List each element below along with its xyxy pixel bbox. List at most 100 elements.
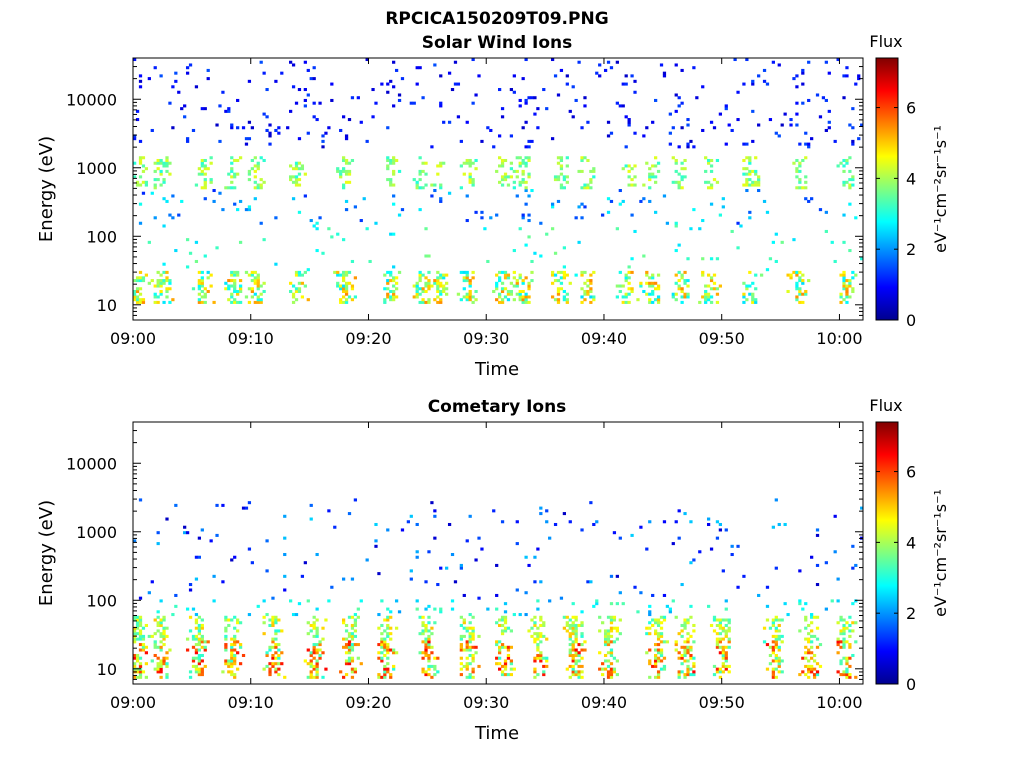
heatmap-cell	[350, 284, 355, 288]
heatmap-cell	[159, 670, 163, 674]
heatmap-cell	[233, 287, 237, 291]
heatmap-cell	[680, 126, 684, 130]
heatmap-cell	[203, 186, 207, 190]
heatmap-cell	[521, 126, 525, 130]
heatmap-cell	[589, 580, 593, 584]
heatmap-cell	[318, 101, 322, 105]
heatmap-cell	[247, 273, 252, 277]
heatmap-cell	[495, 607, 499, 611]
heatmap-cell	[656, 300, 661, 304]
heatmap-cell	[601, 673, 605, 677]
heatmap-cell	[709, 300, 714, 304]
heatmap-cell	[483, 227, 487, 231]
heatmap-cell	[698, 550, 702, 554]
heatmap-cell	[174, 593, 178, 597]
heatmap-cell	[297, 210, 302, 214]
heatmap-cell	[353, 670, 358, 674]
heatmap-cell	[580, 273, 584, 277]
heatmap-cell	[227, 287, 231, 291]
heatmap-cell	[171, 298, 175, 302]
heatmap-cell	[654, 281, 658, 285]
heatmap-cell	[706, 161, 711, 165]
heatmap-cell	[471, 276, 475, 280]
heatmap-cell	[777, 662, 781, 666]
heatmap-cell	[712, 664, 717, 668]
heatmap-cell	[133, 298, 137, 302]
heatmap-cell	[550, 270, 555, 274]
heatmap-cell	[471, 295, 475, 299]
heatmap-cell	[424, 651, 428, 655]
heatmap-cell	[165, 156, 169, 160]
heatmap-cell	[138, 287, 143, 291]
heatmap-cell	[144, 167, 149, 171]
heatmap-cell	[386, 281, 390, 285]
heatmap-cell	[815, 533, 820, 537]
heatmap-cell	[392, 60, 396, 64]
heatmap-cell	[445, 292, 449, 296]
heatmap-cell	[397, 98, 402, 102]
heatmap-cell	[500, 670, 505, 674]
heatmap-cell	[200, 634, 204, 638]
heatmap-cell	[774, 637, 778, 641]
heatmap-cell	[503, 667, 508, 671]
heatmap-cell	[842, 183, 846, 187]
heatmap-cell	[683, 512, 687, 516]
heatmap-cell	[392, 202, 396, 206]
heatmap-cell	[383, 640, 387, 644]
heatmap-cell	[230, 279, 234, 283]
heatmap-cell	[659, 659, 664, 663]
heatmap-cell	[815, 645, 820, 649]
heatmap-cell	[848, 249, 852, 253]
heatmap-cell	[138, 79, 143, 83]
heatmap-cell	[559, 164, 564, 168]
heatmap-cell	[807, 98, 811, 102]
heatmap-cell	[135, 109, 140, 113]
heatmap-cell	[227, 618, 231, 622]
heatmap-cell	[442, 120, 446, 124]
heatmap-cell	[309, 517, 313, 521]
heatmap-cell	[674, 158, 678, 163]
heatmap-cell	[141, 643, 146, 647]
heatmap-cell	[721, 656, 725, 660]
heatmap-cell	[615, 574, 619, 578]
heatmap-cell	[559, 183, 564, 187]
heatmap-cell	[177, 90, 181, 94]
heatmap-cell	[677, 287, 681, 291]
heatmap-cell	[168, 287, 172, 291]
heatmap-cell	[300, 164, 305, 168]
heatmap-cell	[459, 673, 463, 677]
heatmap-cell	[194, 613, 199, 617]
heatmap-cell	[565, 621, 569, 625]
heatmap-cell	[159, 618, 163, 622]
heatmap-cell	[724, 629, 728, 633]
heatmap-cell	[751, 82, 755, 86]
heatmap-cell	[754, 180, 758, 184]
heatmap-cell	[742, 281, 746, 285]
heatmap-cell	[162, 281, 166, 285]
heatmap-cell	[418, 632, 422, 636]
heatmap-cell	[630, 533, 634, 537]
heatmap-cell	[327, 126, 331, 130]
heatmap-cell	[133, 656, 137, 660]
heatmap-cell	[606, 197, 611, 201]
heatmap-cell	[807, 637, 811, 641]
heatmap-cell	[654, 632, 658, 636]
heatmap-cell	[839, 292, 843, 296]
heatmap-cell	[783, 112, 787, 116]
heatmap-cell	[171, 85, 175, 89]
heatmap-cell	[468, 645, 472, 649]
heatmap-cell	[709, 169, 714, 173]
heatmap-cell	[230, 558, 234, 562]
heatmap-cell	[386, 667, 390, 671]
heatmap-cell	[515, 284, 519, 288]
heatmap-cell	[274, 667, 278, 671]
heatmap-cell	[630, 289, 634, 294]
heatmap-cell	[804, 664, 808, 668]
heatmap-cell	[774, 629, 778, 633]
heatmap-cell	[709, 547, 714, 551]
heatmap-cell	[559, 167, 564, 171]
heatmap-cell	[156, 284, 160, 288]
heatmap-cell	[674, 615, 678, 619]
heatmap-cell	[138, 637, 143, 641]
heatmap-cell	[827, 109, 831, 113]
